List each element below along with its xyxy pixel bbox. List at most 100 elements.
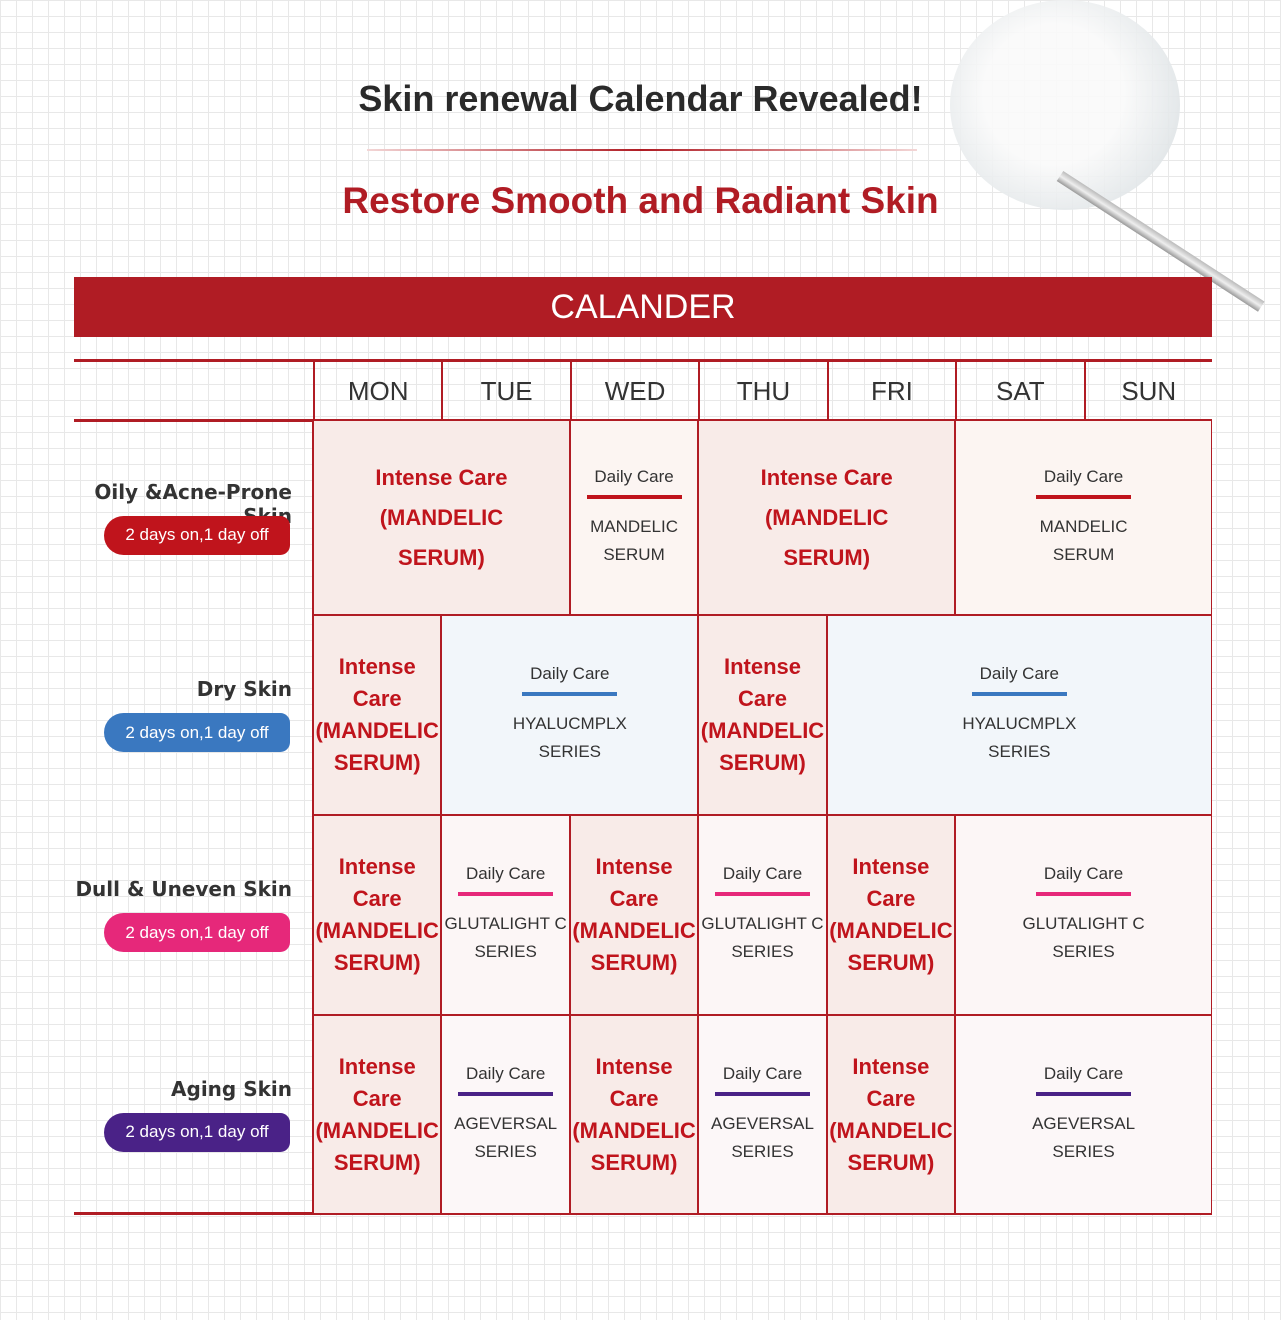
row-name: Oily &Acne-Prone Skin [94, 479, 292, 528]
intense-text: (MANDELIC [764, 504, 889, 530]
product-text: HYALUCMPLX [512, 714, 627, 733]
day-header: THU [698, 362, 826, 420]
intense-text: Intense [595, 854, 673, 879]
daily-label: Daily Care [722, 864, 803, 883]
intense-text: Intense [338, 654, 416, 679]
day-header: SAT [955, 362, 1083, 420]
day-header: SUN [1083, 362, 1212, 420]
intense-text: SERUM) [590, 950, 678, 975]
product-text: AGEVERSAL [1032, 1113, 1136, 1133]
product-text: SERIES [538, 742, 602, 761]
intense-text: Care [609, 1085, 659, 1111]
daily-rule [971, 692, 1067, 696]
product-text: SERIES [1052, 1141, 1115, 1161]
title: Skin renewal Calendar Revealed! [358, 78, 923, 119]
intense-text: Care [352, 886, 402, 911]
intense-text: SERUM) [590, 1149, 678, 1175]
product-text: AGEVERSAL [454, 1113, 558, 1133]
intense-text: (MANDELIC [379, 504, 504, 530]
product-text: GLUTALIGHT C [1022, 914, 1145, 933]
intense-text: Care [609, 886, 659, 911]
intense-cell: Intense Care (MANDELIC SERUM) [698, 615, 827, 815]
daily-cell: Daily Care AGEVERSAL SERIES [698, 1015, 827, 1214]
daily-rule [714, 1091, 810, 1096]
column-line [312, 420, 314, 1213]
schedule-badge: 2 days on,1 day off [104, 913, 290, 952]
daily-label: Daily Care [1043, 466, 1124, 486]
intense-text: SERUM) [333, 750, 421, 775]
banner: CALANDER [74, 277, 1212, 337]
intense-cell: Intense Care (MANDELIC SERUM) [826, 1015, 956, 1214]
intense-text: Care [738, 686, 787, 711]
daily-cell: Daily Care AGEVERSAL SERIES [955, 1015, 1212, 1214]
product-text: SERIES [474, 1141, 537, 1161]
intense-text: SERUM) [333, 950, 421, 975]
daily-rule [1036, 494, 1132, 499]
daily-cell: Daily Care MANDELIC SERUM [569, 420, 699, 615]
row-name: Dry Skin [196, 677, 292, 701]
daily-label: Daily Care [465, 864, 546, 883]
daily-cell: Daily Care HYALUCMPLX SERIES [441, 615, 699, 815]
intense-cell: Intense Care (MANDELIC SERUM) [313, 615, 442, 815]
intense-text: Intense [852, 1053, 930, 1079]
intense-text: Care [866, 886, 916, 911]
intense-text: Intense [338, 854, 416, 879]
daily-label: Daily Care [1043, 864, 1124, 883]
intense-text: Intense [338, 1053, 416, 1079]
intense-text: Intense Care [760, 464, 893, 490]
intense-text: SERUM) [847, 1149, 935, 1175]
day-header: TUE [441, 362, 569, 420]
intense-text: (MANDELIC [572, 918, 696, 943]
subtitle: Restore Smooth and Radiant Skin [342, 180, 939, 221]
intense-text: (MANDELIC [315, 1117, 439, 1143]
product-text: SERIES [1052, 942, 1115, 961]
intense-cell: Intense Care (MANDELIC SERUM) [826, 815, 956, 1015]
intense-text: Care [352, 686, 402, 711]
product-text: SERUM [1052, 544, 1115, 564]
day-header: MON [313, 362, 441, 420]
intense-text: (MANDELIC [315, 718, 439, 743]
product-text: GLUTALIGHT C [701, 914, 824, 933]
schedule-badge: 2 days on,1 day off [104, 515, 290, 555]
intense-text: Care [352, 1085, 402, 1111]
product-text: SERIES [731, 942, 794, 961]
intense-cell: Intense Care (MANDELIC SERUM) [313, 815, 442, 1015]
row-name: Dull & Uneven Skin [75, 877, 292, 901]
product-text: MANDELIC [590, 516, 678, 536]
intense-text: (MANDELIC [572, 1117, 696, 1143]
daily-label: Daily Care [1043, 1063, 1124, 1083]
daily-cell: Daily Care GLUTALIGHT C SERIES [441, 815, 570, 1015]
daily-label: Daily Care [530, 664, 610, 683]
intense-cell: Intense Care (MANDELIC SERUM) [569, 1015, 699, 1214]
rule-line [74, 359, 1212, 362]
daily-rule [586, 494, 682, 499]
day-header: WED [569, 362, 698, 420]
day-header: FRI [826, 362, 955, 420]
intense-text: Intense [723, 654, 801, 679]
product-text: HYALUCMPLX [962, 714, 1077, 733]
daily-rule [522, 692, 618, 696]
intense-text: SERUM) [847, 950, 935, 975]
daily-label: Daily Care [722, 1063, 803, 1083]
daily-label: Daily Care [979, 664, 1060, 683]
daily-cell: Daily Care AGEVERSAL SERIES [441, 1015, 570, 1214]
product-text: SERIES [988, 742, 1051, 761]
intense-text: SERUM) [398, 544, 485, 570]
product-text: AGEVERSAL [710, 1113, 814, 1133]
intense-cell: Intense Care (MANDELIC SERUM) [313, 1015, 442, 1214]
divider [367, 149, 917, 151]
daily-rule [458, 892, 554, 896]
daily-rule [714, 892, 810, 896]
intense-text: (MANDELIC [829, 918, 953, 943]
intense-text: Intense [595, 1053, 673, 1079]
product-text: GLUTALIGHT C [444, 914, 567, 933]
intense-text: Intense [852, 854, 930, 879]
product-text: SERIES [474, 942, 537, 961]
row-name: Aging Skin [171, 1076, 292, 1101]
daily-rule [458, 1091, 554, 1096]
intense-text: Care [866, 1085, 916, 1111]
intense-text: Intense Care [375, 464, 508, 490]
intense-cell: Intense Care (MANDELIC SERUM) [698, 420, 956, 615]
schedule-badge: 2 days on,1 day off [104, 713, 290, 752]
product-text: MANDELIC [1039, 516, 1128, 536]
